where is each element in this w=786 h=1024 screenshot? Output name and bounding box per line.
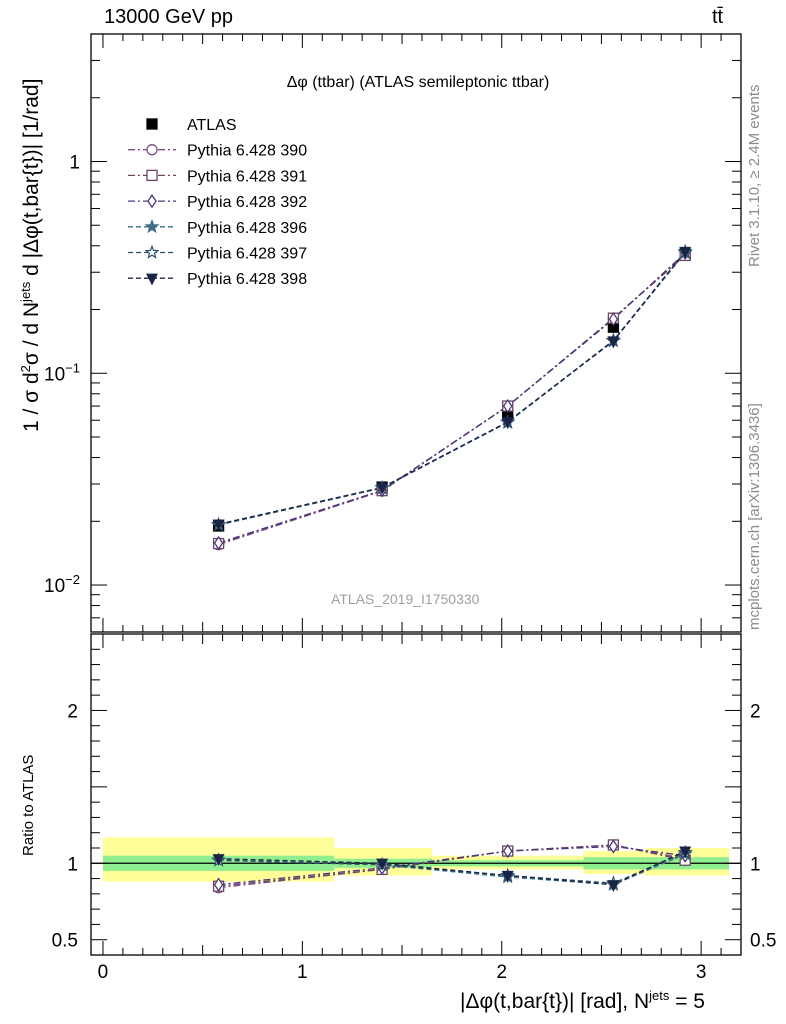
legend-marker-1 bbox=[146, 144, 158, 156]
main-point-398-2 bbox=[501, 417, 514, 430]
analysis-watermark: ATLAS_2019_I1750330 bbox=[331, 591, 480, 607]
legend-label-0: ATLAS bbox=[187, 117, 237, 134]
ratio-point-398-3 bbox=[607, 880, 620, 893]
main-line-390 bbox=[218, 253, 686, 546]
legend-label-4: Pythia 6.428 396 bbox=[187, 220, 307, 237]
ratio-point-398-0 bbox=[212, 854, 225, 867]
y-tick-label-1: 1 bbox=[69, 152, 80, 173]
ratio-frame bbox=[90, 633, 742, 956]
series-markers bbox=[211, 243, 693, 894]
plot-frames bbox=[90, 33, 742, 956]
ratio-y-tick-label-right-2: 2 bbox=[750, 701, 761, 722]
legend: ATLAS Pythia 6.428 390 Pythia 6.428 391 Pyt… bbox=[128, 117, 307, 288]
axis-ticks: 0 1 2 3 1 10−1 10−2 0.5 0.5 1 1 2 2 bbox=[44, 33, 776, 983]
ratio-point-398-4 bbox=[679, 846, 692, 859]
ratio-y-tick-label-left-1: 1 bbox=[67, 854, 78, 875]
legend-marker-4 bbox=[144, 218, 160, 234]
x-tick-label-2: 2 bbox=[496, 962, 507, 983]
ratio-point-392-2 bbox=[502, 843, 513, 859]
x-tick-label-0: 0 bbox=[98, 962, 109, 983]
legend-label-6: Pythia 6.428 398 bbox=[187, 271, 307, 288]
main-line-392 bbox=[218, 252, 686, 544]
header-left: 13000 GeV pp bbox=[104, 6, 233, 28]
main-point-398-1 bbox=[376, 482, 389, 495]
x-tick-label-3: 3 bbox=[696, 962, 707, 983]
ratio-uncertainty-bands bbox=[91, 837, 741, 882]
ratio-point-392-0 bbox=[213, 877, 224, 892]
legend-marker-6 bbox=[146, 273, 158, 286]
ratio-point-398-2 bbox=[501, 870, 514, 883]
main-title: Δφ (ttbar) (ATLAS semileptonic ttbar) bbox=[287, 74, 550, 91]
main-point-392-3 bbox=[608, 312, 619, 327]
y-tick-label-10^-2: 10−2 bbox=[44, 572, 80, 597]
legend-marker-5 bbox=[144, 244, 160, 259]
x-tick-label-1: 1 bbox=[297, 962, 308, 983]
main-line-391 bbox=[218, 254, 686, 545]
main-point-398-3 bbox=[607, 336, 620, 349]
header-right: tt̄ bbox=[712, 6, 724, 28]
main-line-396 bbox=[218, 252, 686, 526]
main-line-398 bbox=[218, 251, 686, 525]
legend-marker-3 bbox=[147, 193, 157, 209]
legend-marker-0 bbox=[146, 118, 158, 130]
ratio-y-tick-label-left-2: 2 bbox=[67, 701, 78, 722]
ratio-y-tick-label-right-0.5: 0.5 bbox=[750, 931, 776, 952]
ratio-y-tick-label-left-0.5: 0.5 bbox=[52, 931, 78, 952]
y-tick-label-10^-1: 10−1 bbox=[44, 360, 80, 385]
legend-label-5: Pythia 6.428 397 bbox=[187, 246, 307, 263]
series-lines bbox=[218, 251, 686, 889]
main-point-398-0 bbox=[212, 519, 225, 532]
legend-label-2: Pythia 6.428 391 bbox=[187, 168, 307, 185]
ratio-y-tick-label-right-1: 1 bbox=[750, 854, 761, 875]
legend-marker-2 bbox=[146, 169, 158, 182]
main-frame bbox=[90, 33, 742, 633]
legend-label-1: Pythia 6.428 390 bbox=[187, 143, 307, 160]
ratio-point-392-3 bbox=[608, 839, 619, 854]
main-point-392-0 bbox=[213, 535, 224, 551]
main-point-398-4 bbox=[679, 246, 692, 259]
main-line-397 bbox=[218, 251, 686, 526]
main-point-392-2 bbox=[502, 398, 513, 414]
ratio-point-398-1 bbox=[376, 858, 389, 871]
legend-label-3: Pythia 6.428 392 bbox=[187, 194, 307, 211]
x-axis-label: |Δφ(t,bar{t})| [rad], Njets = 5 bbox=[460, 988, 705, 1013]
